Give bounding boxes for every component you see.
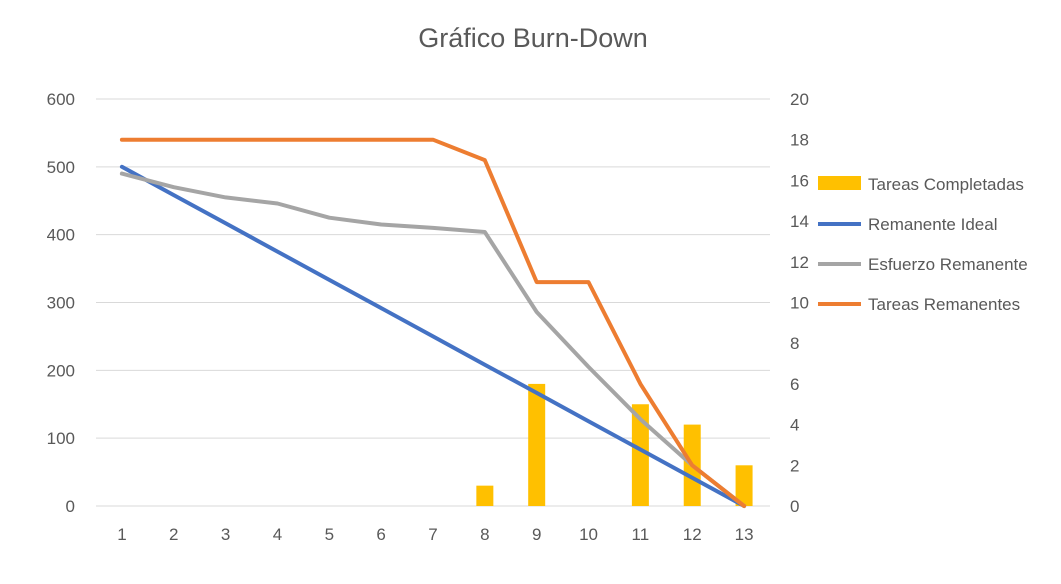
left-axis-tick-label: 400 [47, 226, 75, 245]
right-axis-tick-label: 10 [790, 294, 809, 313]
x-axis-tick-label: 9 [532, 525, 541, 544]
x-axis-tick-label: 7 [428, 525, 437, 544]
bar-tareas-completadas [735, 465, 753, 506]
left-axis-tick-label: 300 [47, 294, 75, 313]
right-axis-tick-label: 12 [790, 253, 809, 272]
legend-label: Esfuerzo Remanente [868, 255, 1028, 274]
x-axis-tick-label: 1 [117, 525, 126, 544]
right-axis-tick-label: 8 [790, 334, 799, 353]
legend-swatch [818, 176, 861, 190]
right-axis-tick-label: 0 [790, 497, 799, 516]
legend-label: Remanente Ideal [868, 215, 997, 234]
right-axis-tick-label: 6 [790, 375, 799, 394]
x-axis-tick-label: 2 [169, 525, 178, 544]
left-axis-tick-label: 100 [47, 429, 75, 448]
left-axis-tick-label: 600 [47, 90, 75, 109]
x-axis-tick-label: 5 [325, 525, 334, 544]
bar-tareas-completadas [528, 383, 546, 506]
right-axis-labels: 0 2 4 6 8 10 12 14 16 18 20 [790, 90, 809, 516]
legend-label: Tareas Completadas [868, 175, 1024, 194]
bar-series [476, 383, 753, 506]
right-axis-tick-label: 14 [790, 212, 809, 231]
line-remanente-ideal [119, 164, 747, 508]
right-axis-tick-label: 18 [790, 131, 809, 150]
left-axis-tick-label: 200 [47, 361, 75, 380]
right-axis-tick-label: 2 [790, 456, 799, 475]
x-axis-tick-label: 10 [579, 525, 598, 544]
right-axis-tick-label: 16 [790, 171, 809, 190]
bar-tareas-completadas [476, 485, 494, 506]
bar-tareas-completadas [631, 404, 649, 506]
right-axis-tick-label: 20 [790, 90, 809, 109]
x-axis-tick-label: 6 [376, 525, 385, 544]
x-axis-tick-label: 13 [735, 525, 754, 544]
left-axis-labels: 0 100 200 300 400 500 600 [47, 90, 75, 516]
x-axis-tick-label: 12 [683, 525, 702, 544]
line-esfuerzo-remanente [119, 171, 747, 508]
line-series [119, 137, 747, 508]
right-axis-tick-label: 4 [790, 416, 799, 435]
x-axis-tick-label: 11 [632, 525, 650, 544]
x-axis-tick-label: 3 [221, 525, 230, 544]
x-axis-tick-label: 4 [273, 525, 282, 544]
x-axis-tick-label: 8 [480, 525, 489, 544]
gridlines [96, 98, 770, 507]
x-axis-labels: 1 2 3 4 5 6 7 8 9 10 11 12 13 [117, 525, 753, 544]
line-tareas-remanentes [119, 137, 747, 508]
legend-label: Tareas Remanentes [868, 295, 1020, 314]
left-axis-tick-label: 0 [66, 497, 75, 516]
left-axis-tick-label: 500 [47, 158, 75, 177]
chart-title: Gráfico Burn-Down [418, 23, 648, 53]
legend: Tareas Completadas Remanente Ideal Esfuerz… [818, 175, 1028, 314]
